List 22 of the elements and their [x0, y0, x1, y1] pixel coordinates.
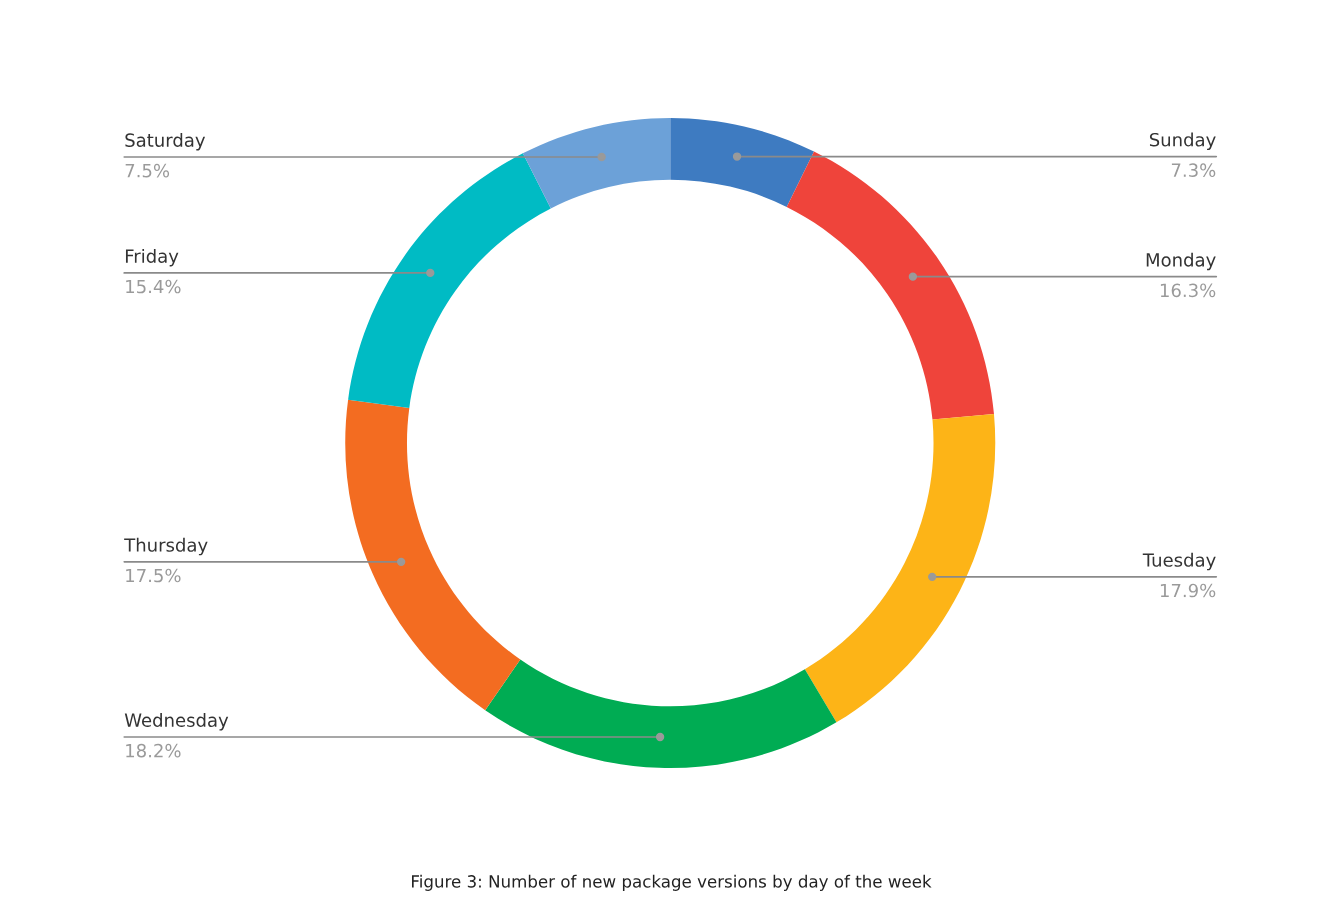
slice-label: Thursday: [124, 537, 208, 556]
data-label: 17.5%: [126, 568, 181, 583]
caption: Figure 3: Number of new package versions by day of the week: [412, 874, 932, 891]
donut-slice: [348, 153, 551, 408]
data-label: 18.2%: [126, 743, 181, 758]
data-label: 7.5%: [125, 163, 170, 178]
slice-label: Friday: [125, 248, 179, 267]
data-label: 15.4%: [126, 279, 181, 294]
data-label: 7.3%: [1171, 163, 1216, 178]
donut-slice: [522, 117, 671, 209]
donut-slice: [670, 117, 815, 207]
slice-label: Wednesday: [124, 713, 229, 731]
slice-label: Tuesday: [1142, 552, 1216, 571]
slice-label: Sunday: [1149, 132, 1216, 151]
data-label: 16.3%: [1160, 283, 1216, 298]
slice-label: Saturday: [125, 133, 206, 151]
donut-slice: [345, 399, 521, 711]
donut-slice: [804, 413, 996, 723]
data-label: 17.9%: [1160, 583, 1216, 598]
donut-slice: [786, 151, 994, 420]
slice-label: Monday: [1146, 252, 1216, 271]
donut-slice: [485, 659, 837, 769]
